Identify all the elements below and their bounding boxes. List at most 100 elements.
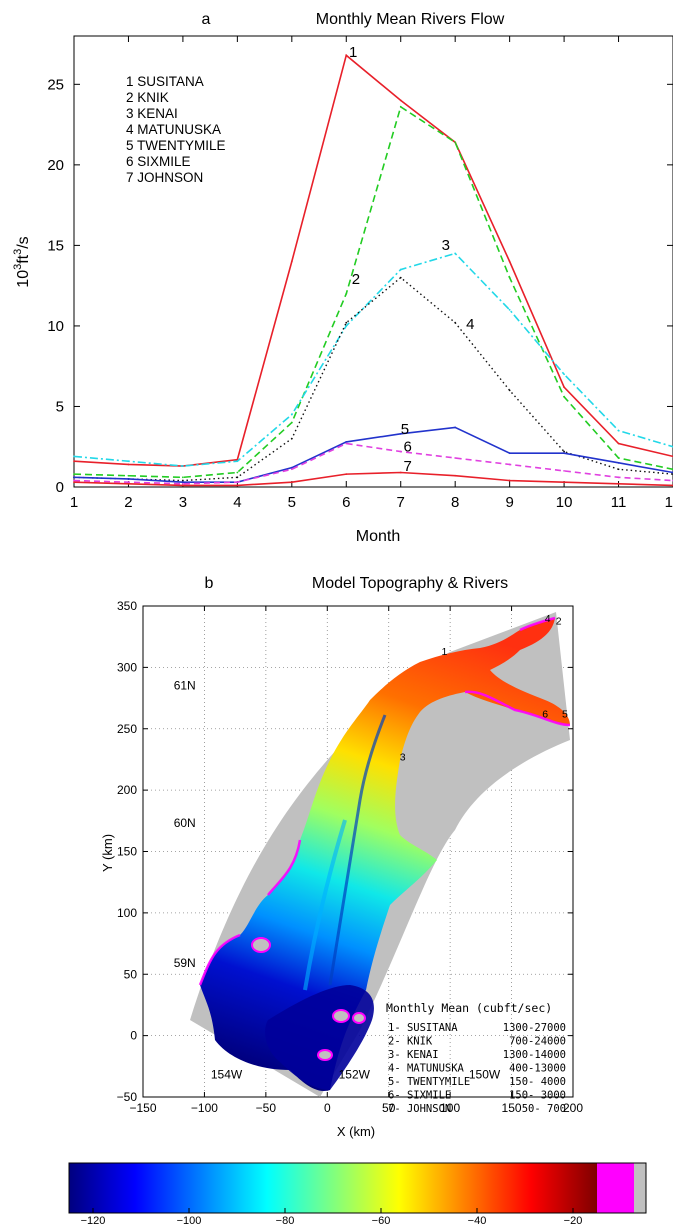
series-point-7 bbox=[345, 473, 348, 476]
series-point-4 bbox=[617, 468, 620, 471]
series-point-7 bbox=[127, 482, 130, 485]
island-2 bbox=[332, 1009, 350, 1023]
colorbar-tick-label: −40 bbox=[468, 1215, 487, 1226]
series-point-1 bbox=[617, 442, 620, 445]
river-table-range: 700-24000 bbox=[509, 1036, 566, 1048]
series-point-1 bbox=[399, 99, 402, 102]
series-point-3 bbox=[617, 429, 620, 432]
series-point-5 bbox=[399, 432, 402, 435]
river-marker-2: 2 bbox=[556, 615, 562, 627]
series-point-5 bbox=[563, 452, 565, 455]
series-point-7 bbox=[182, 484, 184, 487]
ylabel-exp: 3 bbox=[12, 264, 24, 270]
series-point-3 bbox=[399, 268, 402, 271]
x-tick-label: 1 bbox=[70, 494, 78, 511]
series-point-3 bbox=[508, 308, 511, 311]
river-marker-5: 5 bbox=[562, 709, 568, 721]
series-point-4 bbox=[236, 476, 239, 479]
inlet-channel-2 bbox=[303, 819, 347, 991]
series-point-3 bbox=[563, 373, 565, 376]
colorbar-magenta bbox=[597, 1163, 634, 1213]
series-point-2 bbox=[236, 471, 239, 474]
series-point-6 bbox=[182, 482, 184, 485]
longitude-label: 150W bbox=[469, 1068, 501, 1082]
river-marker-4: 4 bbox=[545, 613, 551, 625]
x-tick-label: 150 bbox=[502, 1101, 522, 1115]
river-table-name: 7- JOHNSON bbox=[388, 1103, 451, 1115]
series-point-3 bbox=[127, 460, 130, 463]
series-label-1: 1 bbox=[349, 44, 357, 61]
colorbar-tick-label: −120 bbox=[81, 1215, 106, 1226]
series-point-6 bbox=[454, 457, 457, 459]
series-point-5 bbox=[127, 478, 130, 480]
colorbar-gradient bbox=[69, 1163, 597, 1213]
series-point-7 bbox=[617, 482, 620, 485]
series-point-6 bbox=[345, 442, 348, 445]
series-point-6 bbox=[508, 463, 511, 466]
series-point-1 bbox=[73, 460, 75, 463]
river-marker-3: 3 bbox=[400, 752, 406, 764]
series-point-5 bbox=[182, 481, 184, 484]
x-tick-label: 6 bbox=[342, 494, 350, 511]
series-point-4 bbox=[454, 321, 457, 324]
series-point-5 bbox=[345, 441, 348, 443]
x-tick-label: 200 bbox=[563, 1101, 583, 1115]
series-point-4 bbox=[182, 479, 184, 482]
river-table-name: 4- MATUNUSKA bbox=[388, 1063, 465, 1075]
series-point-2 bbox=[73, 473, 75, 476]
series-point-2 bbox=[345, 292, 348, 295]
river-table-range: 150- 3000 bbox=[509, 1090, 566, 1102]
series-label-5: 5 bbox=[401, 421, 409, 438]
series-label-4: 4 bbox=[466, 316, 474, 333]
series-label-6: 6 bbox=[403, 439, 411, 456]
series-point-6 bbox=[399, 450, 402, 453]
series-point-4 bbox=[345, 321, 348, 324]
series-point-3 bbox=[236, 460, 239, 463]
series-point-5 bbox=[73, 476, 75, 479]
colorbar-frame bbox=[68, 1162, 647, 1214]
latitude-label: 59N bbox=[174, 956, 196, 970]
river-table-title: Monthly Mean (cubft/sec) bbox=[386, 1001, 552, 1015]
legend-entry: 5 TWENTYMILE bbox=[126, 138, 226, 153]
legend-entry: 2 KNIK bbox=[126, 90, 169, 105]
river-table-name: 3- KENAI bbox=[388, 1049, 439, 1061]
panel-b-xlabel: X (km) bbox=[337, 1124, 375, 1139]
shoreline-magenta bbox=[198, 616, 571, 986]
legend-entry: 3 KENAI bbox=[126, 106, 178, 121]
series-point-4 bbox=[290, 437, 293, 440]
series-point-7 bbox=[290, 481, 293, 484]
ylabel-tail: /s bbox=[15, 236, 32, 248]
x-tick-label: 11 bbox=[611, 494, 627, 511]
legend-entry: 7 JOHNSON bbox=[126, 170, 203, 185]
x-tick-label: −150 bbox=[129, 1101, 156, 1115]
series-line-6 bbox=[73, 442, 673, 485]
colorbar-tick-label: −100 bbox=[177, 1215, 202, 1226]
panel-a-plot-frame bbox=[73, 35, 673, 488]
series-point-4 bbox=[508, 389, 511, 392]
series-label-7: 7 bbox=[403, 458, 411, 475]
series-label-3: 3 bbox=[442, 237, 450, 254]
series-point-2 bbox=[454, 141, 457, 144]
river-table-name: 2- KNIK bbox=[388, 1036, 433, 1048]
x-tick-label: 100 bbox=[440, 1101, 460, 1115]
panel-a-title: Monthly Mean Rivers Flow bbox=[316, 11, 505, 28]
series-point-2 bbox=[127, 474, 130, 477]
latitude-label: 61N bbox=[174, 678, 196, 692]
series-point-3 bbox=[182, 465, 184, 467]
river-table-range: 50- 700 bbox=[522, 1103, 566, 1115]
panel-a-series: 1 2 3 4 56 7 bbox=[73, 44, 673, 487]
series-point-4 bbox=[563, 450, 565, 453]
series-point-6 bbox=[236, 481, 239, 484]
series-point-4 bbox=[399, 276, 402, 279]
river-table-name: 5- TWENTYMILE bbox=[388, 1076, 470, 1088]
x-tick-label: 0 bbox=[324, 1101, 331, 1115]
series-point-2 bbox=[182, 476, 184, 479]
y-tick-label: 200 bbox=[117, 783, 137, 797]
y-tick-label: 10 bbox=[47, 318, 64, 335]
series-point-7 bbox=[454, 474, 457, 477]
panel-b-ylabel: Y (km) bbox=[100, 834, 115, 872]
series-point-7 bbox=[508, 479, 511, 482]
series-point-5 bbox=[508, 452, 511, 455]
river-table-rows: 1- SUSITANA 1300-27000 2- KNIK 700-24000 3- … bbox=[388, 1022, 566, 1115]
